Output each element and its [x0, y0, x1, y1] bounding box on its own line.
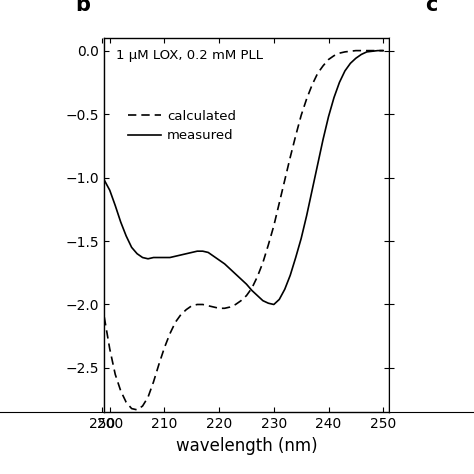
calculated: [287, 155, 293, 160]
measured: [287, 273, 293, 278]
calculated: [101, 314, 107, 320]
measured: [380, 48, 386, 54]
Legend: calculated, measured: calculated, measured: [122, 104, 241, 147]
calculated: [255, 273, 260, 279]
measured: [271, 301, 277, 307]
measured: [123, 233, 129, 239]
measured: [101, 177, 107, 183]
Line: measured: measured: [104, 51, 383, 304]
calculated: [205, 303, 211, 309]
calculated: [276, 200, 282, 206]
Text: b: b: [75, 0, 90, 16]
calculated: [123, 400, 129, 405]
Text: c: c: [425, 0, 438, 16]
calculated: [380, 48, 386, 54]
X-axis label: wavelength (nm): wavelength (nm): [176, 437, 317, 455]
Text: 1 μM LOX, 0.2 mM PLL: 1 μM LOX, 0.2 mM PLL: [116, 49, 263, 62]
measured: [233, 271, 238, 277]
measured: [200, 248, 206, 254]
measured: [276, 297, 282, 302]
calculated: [353, 48, 359, 54]
measured: [375, 48, 381, 54]
calculated: [238, 298, 244, 303]
Line: calculated: calculated: [104, 51, 383, 410]
measured: [249, 288, 255, 293]
calculated: [134, 407, 140, 413]
